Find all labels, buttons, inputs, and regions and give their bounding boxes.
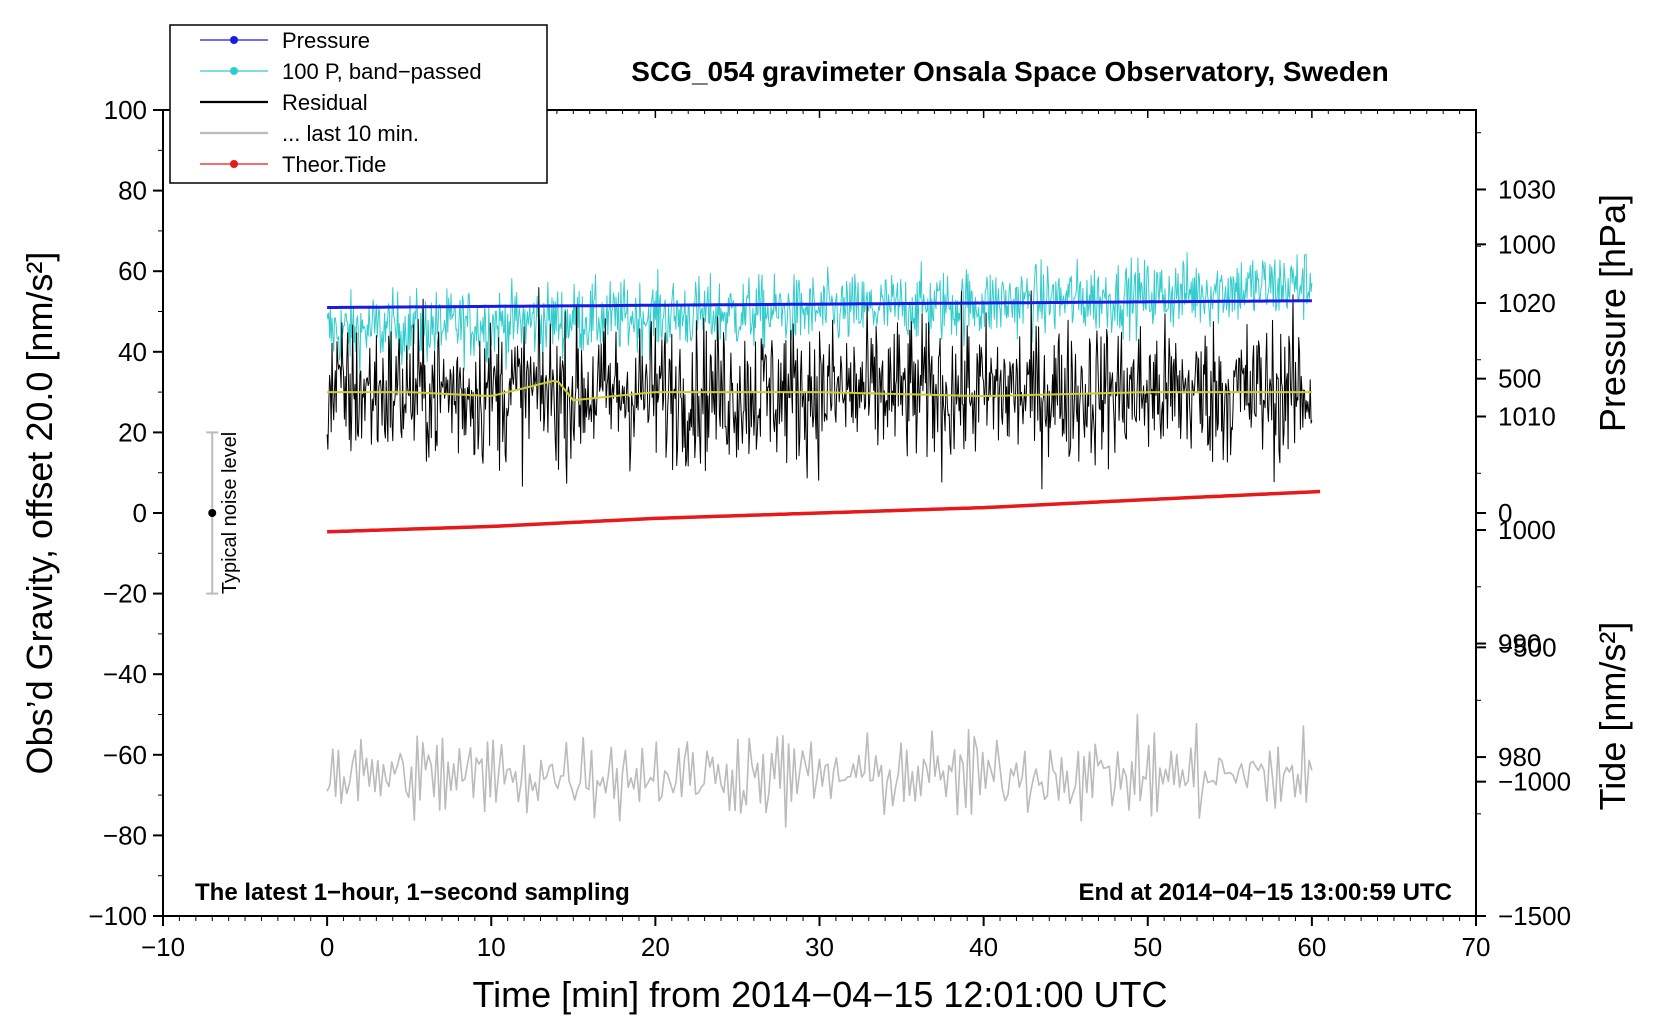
x-tick-label: −10 <box>141 932 185 962</box>
x-tick-label: 50 <box>1133 932 1162 962</box>
y-tick-label-left: −40 <box>103 659 147 689</box>
y-tick-label-pressure: 1010 <box>1498 402 1556 432</box>
y-tick-label-left: −20 <box>103 579 147 609</box>
y-tick-label-pressure: 990 <box>1498 629 1541 659</box>
legend: Pressure 100 P, band−passed Residual ... la… <box>169 24 548 184</box>
x-tick-label: 10 <box>477 932 506 962</box>
legend-label-1: 100 P, band−passed <box>282 59 482 84</box>
x-tick-label: 20 <box>641 932 670 962</box>
axes-layer: −10 0 10 20 30 40 50 60 70−100−80−60−40−20020406… <box>88 95 1571 962</box>
y-axis-title-left: Obs’d Gravity, offset 20.0 [nm/s²] <box>19 252 60 775</box>
x-tick-label: 0 <box>320 932 334 962</box>
y-tick-label-left: 60 <box>118 256 147 286</box>
y-axis-title-pressure: Pressure [hPa] <box>1592 194 1633 432</box>
y-tick-label-tide: 0 <box>1498 498 1512 528</box>
x-tick-label: 30 <box>805 932 834 962</box>
series-layer <box>326 252 1321 828</box>
series-line-0 <box>327 299 1312 309</box>
y-tick-label-tide: −1000 <box>1498 767 1571 797</box>
series-line-3 <box>327 379 1312 402</box>
series-line-5 <box>327 489 1321 534</box>
y-tick-label-pressure: 1020 <box>1498 288 1556 318</box>
noise-bar-group: Typical noise level <box>206 431 241 595</box>
y-tick-label-tide: 1000 <box>1498 229 1556 259</box>
y-tick-label-left: 20 <box>118 417 147 447</box>
annotation-right: End at 2014−04−15 13:00:59 UTC <box>1078 879 1452 906</box>
legend-marker-0 <box>230 36 238 44</box>
y-tick-label-left: −60 <box>103 740 147 770</box>
legend-marker-4 <box>230 160 238 168</box>
y-axis-title-tide: Tide [nm/s²] <box>1592 622 1633 811</box>
x-tick-label: 60 <box>1297 932 1326 962</box>
legend-label-3: ... last 10 min. <box>282 121 419 146</box>
noise-bar-center <box>208 509 217 517</box>
annotation-left: The latest 1−hour, 1−second sampling <box>195 879 630 906</box>
x-tick-label: 70 <box>1462 932 1491 962</box>
y-tick-label-pressure: 1000 <box>1498 515 1556 545</box>
y-tick-label-left: −100 <box>88 901 147 931</box>
y-tick-label-left: 80 <box>118 176 147 206</box>
legend-label-4: Theor.Tide <box>282 152 386 177</box>
y-tick-label-tide: −1500 <box>1498 901 1571 931</box>
noise-bar-label: Typical noise level <box>219 432 241 594</box>
y-tick-label-left: −80 <box>103 820 147 850</box>
y-tick-label-pressure: 980 <box>1498 742 1541 772</box>
series-line-2 <box>326 287 1313 490</box>
x-axis-title: Time [min] from 2014−04−15 12:01:00 UTC <box>472 974 1167 1015</box>
y-tick-label-left: 0 <box>133 498 147 528</box>
legend-label-2: Residual <box>282 90 368 115</box>
y-tick-label-tide: −500 <box>1498 632 1557 662</box>
legend-marker-1 <box>230 67 238 75</box>
y-tick-label-left: 40 <box>118 337 147 367</box>
legend-label-0: Pressure <box>282 28 370 53</box>
x-tick-label: 40 <box>969 932 998 962</box>
chart-title: SCG_054 gravimeter Onsala Space Observat… <box>631 56 1388 87</box>
series-line-4 <box>326 713 1313 828</box>
y-tick-label-pressure: 1030 <box>1498 174 1556 204</box>
y-tick-label-left: 100 <box>104 95 147 125</box>
legend-box <box>169 24 548 184</box>
y-tick-label-tide: 500 <box>1498 364 1541 394</box>
